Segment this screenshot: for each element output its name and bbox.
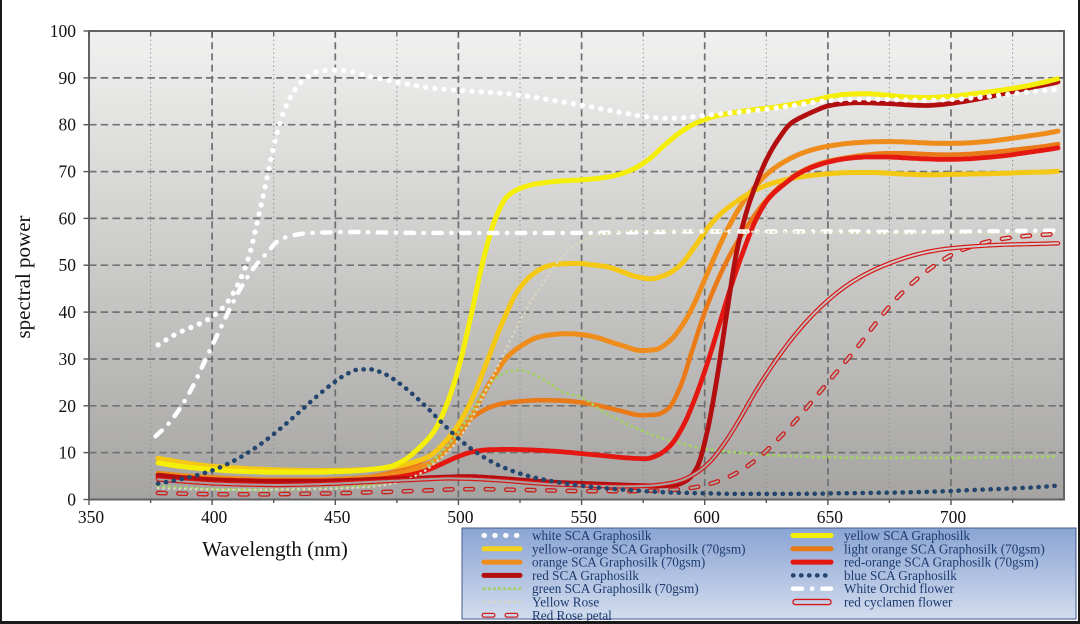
svg-text:550: 550 (570, 507, 597, 527)
svg-text:yellow SCA Graphosilk: yellow SCA Graphosilk (844, 528, 970, 543)
svg-text:80: 80 (59, 115, 77, 135)
svg-text:70: 70 (59, 162, 77, 182)
svg-text:20: 20 (59, 396, 77, 416)
svg-text:green SCA Graphosilk (70gsm): green SCA Graphosilk (70gsm) (532, 581, 699, 596)
svg-text:350: 350 (78, 507, 105, 527)
svg-text:White Orchid flower: White Orchid flower (844, 581, 954, 596)
svg-text:yellow-orange SCA Graphosilk (: yellow-orange SCA Graphosilk (70gsm) (532, 541, 746, 556)
svg-text:spectral power: spectral power (11, 215, 35, 338)
svg-text:Yellow Rose: Yellow Rose (532, 595, 599, 610)
svg-text:blue SCA Graphosilk: blue SCA Graphosilk (844, 568, 957, 583)
svg-text:90: 90 (59, 68, 77, 88)
svg-text:450: 450 (324, 507, 351, 527)
svg-text:400: 400 (201, 507, 228, 527)
svg-text:Wavelength (nm): Wavelength (nm) (202, 537, 348, 561)
svg-text:red SCA Graphosilk: red SCA Graphosilk (532, 568, 639, 583)
svg-text:650: 650 (817, 507, 844, 527)
svg-text:red cyclamen flower: red cyclamen flower (844, 595, 953, 610)
svg-text:10: 10 (59, 443, 77, 463)
svg-text:100: 100 (50, 21, 77, 41)
svg-text:0: 0 (67, 490, 76, 510)
svg-text:40: 40 (59, 302, 77, 322)
svg-text:600: 600 (694, 507, 721, 527)
svg-text:Red Rose petal: Red Rose petal (532, 608, 612, 623)
svg-text:60: 60 (59, 208, 77, 228)
svg-text:700: 700 (940, 507, 967, 527)
svg-text:white SCA Graphosilk: white SCA Graphosilk (532, 528, 652, 543)
svg-text:light orange SCA Graphosilk (7: light orange SCA Graphosilk (70gsm) (844, 541, 1045, 556)
svg-text:orange SCA Graphosilk (70gsm): orange SCA Graphosilk (70gsm) (532, 555, 705, 570)
svg-text:red-orange SCA Graphosilk (70g: red-orange SCA Graphosilk (70gsm) (844, 555, 1038, 570)
svg-text:30: 30 (59, 349, 77, 369)
svg-text:500: 500 (447, 507, 474, 527)
svg-text:50: 50 (59, 255, 77, 275)
